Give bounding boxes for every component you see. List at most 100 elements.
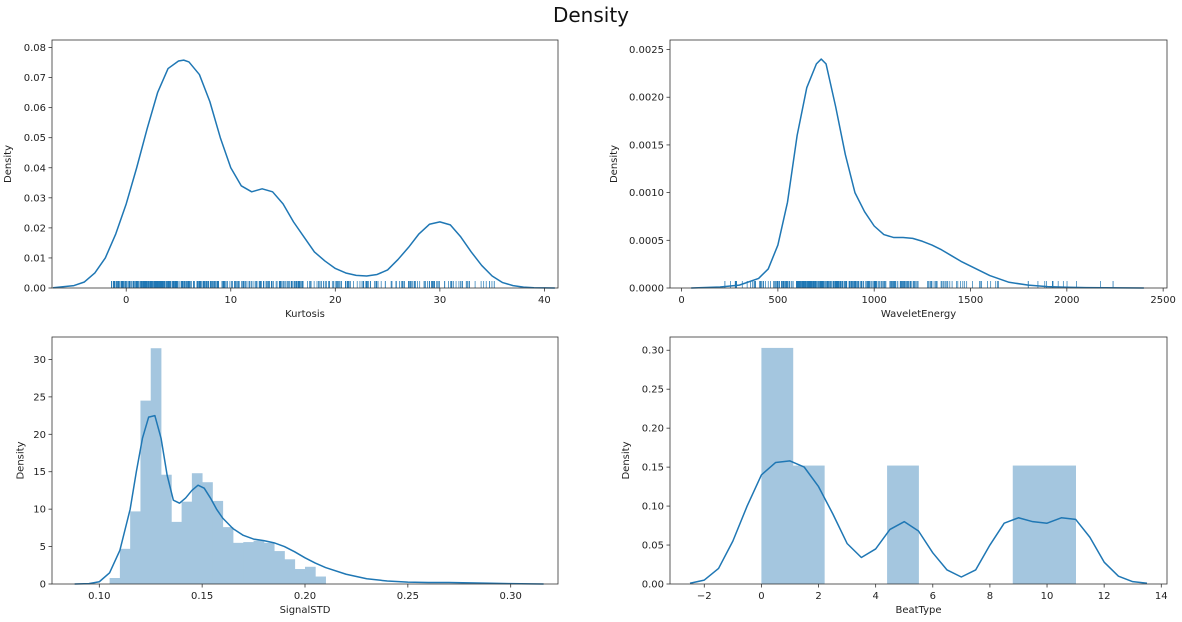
histogram-bar (233, 542, 244, 584)
y-tick-label: 0.20 (642, 424, 664, 435)
plot-frame (669, 39, 1168, 289)
y-tick-label: 0.00 (642, 580, 664, 591)
histogram-bar (263, 542, 275, 584)
signal-std-panel: 0.10 0.15 0.20 0.25 0.30 0 5 10 15 20 25 30 SignalST… (16, 336, 559, 616)
x-tick-label: 30 (433, 295, 446, 306)
rug-marks (111, 281, 495, 288)
histogram-bar (1044, 465, 1076, 584)
histogram-bar (171, 521, 182, 584)
histogram-bar (294, 569, 306, 584)
y-tick-label: 0.02 (24, 223, 46, 234)
plot-frame (51, 336, 559, 585)
y-tick-label: 0.0015 (629, 140, 664, 151)
beat-type-panel: −2 0 2 4 6 8 10 12 14 0.00 0.05 0.10 0.15 0.20 0.25 0.3… (621, 336, 1168, 616)
y-tick-label: 15 (33, 467, 46, 478)
histogram-bar (140, 400, 152, 584)
kde-line (52, 59, 555, 289)
histogram-bar (887, 465, 919, 584)
y-tick-label: 0.0010 (629, 188, 664, 199)
y-tick-label: 0.30 (642, 346, 664, 357)
y-tick-label: 20 (33, 430, 46, 441)
histogram-bar (222, 527, 234, 584)
x-tick-label: 0.25 (397, 591, 419, 602)
x-axis-label: BeatType (895, 605, 941, 616)
x-tick-label: 8 (987, 591, 993, 602)
histogram-bar (202, 482, 213, 584)
x-tick-label: 4 (872, 591, 878, 602)
y-tick-label: 0.07 (24, 73, 46, 84)
y-tick-label: 0.10 (642, 502, 664, 513)
rug-marks (724, 281, 1114, 288)
x-tick-label: −2 (697, 591, 712, 602)
x-tick-label: 500 (768, 295, 787, 306)
y-tick-label: 0.0000 (629, 284, 664, 295)
y-tick-label: 10 (33, 505, 46, 516)
histogram-bar (212, 500, 224, 584)
x-tick-label: 2000 (1054, 295, 1079, 306)
histogram-bar (253, 540, 265, 584)
x-tick-label: 0 (758, 591, 764, 602)
y-tick-label: 0.08 (24, 43, 46, 54)
histogram-bar (761, 347, 794, 584)
y-tick-label: 0.05 (24, 133, 46, 144)
histogram-bar (181, 501, 193, 584)
y-tick-label: 0.0025 (629, 45, 664, 56)
y-tick-label: 25 (33, 392, 46, 403)
plot-frame (51, 39, 559, 289)
histogram-bar (119, 548, 131, 584)
y-tick-label: 0.05 (642, 541, 664, 552)
histogram-bar (150, 348, 162, 584)
y-axis-label: Density (609, 145, 620, 183)
y-tick-label: 30 (33, 355, 46, 366)
x-tick-label: 0.15 (191, 591, 213, 602)
x-tick-label: 40 (538, 295, 551, 306)
y-tick-label: 0 (40, 580, 46, 591)
kde-line (74, 414, 544, 585)
x-tick-label: 1500 (958, 295, 983, 306)
histogram-bar (109, 578, 121, 584)
wavelet-energy-panel: 0 500 1000 1500 2000 2500 0.0000 0.0005 0.0010 0.… (609, 39, 1176, 320)
x-tick-label: 10 (224, 295, 237, 306)
y-tick-label: 0.06 (24, 103, 46, 114)
plot-frame (669, 336, 1168, 585)
y-axis-label: Density (16, 441, 27, 479)
x-tick-label: 0.30 (500, 591, 522, 602)
kde-line (689, 460, 1148, 584)
histogram-bar (284, 559, 296, 584)
x-tick-label: 14 (1155, 591, 1168, 602)
x-tick-label: 10 (1041, 591, 1054, 602)
x-tick-label: 0 (123, 295, 129, 306)
histogram-bar (792, 465, 825, 584)
y-tick-label: 0.25 (642, 385, 664, 396)
y-tick-label: 0.0005 (629, 236, 664, 247)
y-tick-label: 0.0020 (629, 93, 664, 104)
x-axis-label: Kurtosis (285, 309, 325, 320)
kurtosis-panel: 0 10 20 30 40 0.00 0.01 0.02 0.03 0.04 0.05 0.06 0.0… (3, 39, 559, 320)
histogram-bar (1012, 465, 1045, 584)
y-tick-label: 0.03 (24, 193, 46, 204)
x-tick-label: 0.10 (88, 591, 110, 602)
x-tick-label: 6 (930, 591, 936, 602)
histogram-bar (315, 576, 326, 584)
x-axis-label: SignalSTD (280, 605, 331, 616)
y-tick-label: 0.04 (24, 163, 46, 174)
histogram-bar (191, 473, 203, 584)
x-tick-label: 2500 (1150, 295, 1175, 306)
histogram-bar (243, 542, 254, 584)
x-tick-label: 12 (1098, 591, 1111, 602)
x-tick-label: 0.20 (294, 591, 316, 602)
histogram-bar (161, 474, 172, 584)
x-tick-label: 0 (678, 295, 684, 306)
kde-line (691, 58, 1144, 289)
histogram-bar (130, 511, 141, 584)
x-tick-label: 1000 (861, 295, 886, 306)
y-tick-label: 0.01 (24, 253, 46, 264)
y-tick-label: 0.15 (642, 463, 664, 474)
figure-title: Density (553, 3, 629, 27)
y-axis-label: Density (3, 145, 14, 183)
y-tick-label: 5 (40, 542, 46, 553)
x-tick-label: 20 (329, 295, 342, 306)
y-axis-label: Density (621, 441, 632, 479)
x-tick-label: 2 (815, 591, 821, 602)
